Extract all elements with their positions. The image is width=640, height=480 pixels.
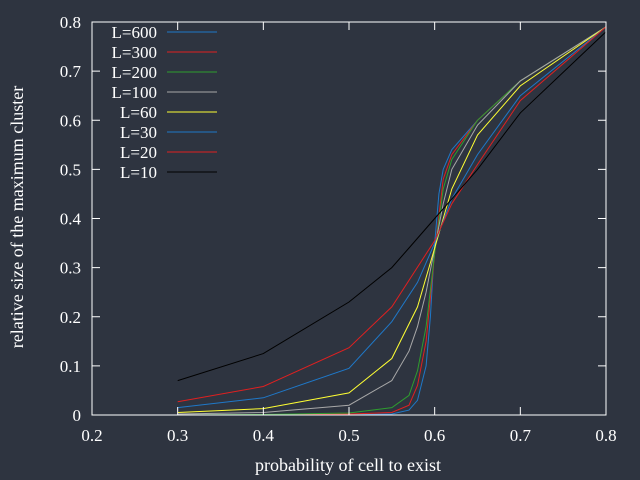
series-line-l-20 <box>177 26 607 403</box>
x-tick-label: 0.7 <box>510 426 532 445</box>
y-tick-label: 0.4 <box>60 210 82 229</box>
legend-label: L=60 <box>120 103 157 122</box>
legend-label: L=200 <box>112 63 157 82</box>
y-tick-label: 0.6 <box>60 111 81 130</box>
y-tick-label: 0.3 <box>60 259 81 278</box>
ticks-group: 0.2 0.3 0.4 0.5 0.6 0.7 0.8 0 0.1 0.2 0.3 0.4 0.5 0.6… <box>60 13 617 445</box>
x-tick-label: 0.6 <box>424 426 445 445</box>
x-axis-label: probability of cell to exist <box>255 455 441 475</box>
legend-label: L=300 <box>112 43 157 62</box>
legend-label: L=10 <box>120 163 157 182</box>
series-line-l-30 <box>177 26 607 409</box>
x-tick-label: 0.3 <box>167 426 188 445</box>
x-tick-label: 0.2 <box>81 426 102 445</box>
x-tick-label: 0.8 <box>595 426 616 445</box>
legend-label: L=30 <box>120 123 157 142</box>
series-line-l-100 <box>177 26 607 415</box>
series-line-l-10 <box>177 31 607 382</box>
legend-label: L=100 <box>112 83 157 102</box>
y-tick-label: 0.7 <box>60 62 82 81</box>
y-tick-label: 0.1 <box>60 357 81 376</box>
x-tick-label: 0.4 <box>253 426 275 445</box>
legend-label: L=600 <box>112 23 157 42</box>
y-tick-label: 0.2 <box>60 308 81 327</box>
y-tick-label: 0.5 <box>60 160 81 179</box>
y-tick-label: 0.8 <box>60 13 81 32</box>
series-line-l-60 <box>177 26 607 413</box>
y-axis-label: relative size of the maximum cluster <box>7 86 27 348</box>
legend-label: L=20 <box>120 143 157 162</box>
x-tick-label: 0.5 <box>338 426 359 445</box>
y-tick-label: 0 <box>73 406 82 425</box>
